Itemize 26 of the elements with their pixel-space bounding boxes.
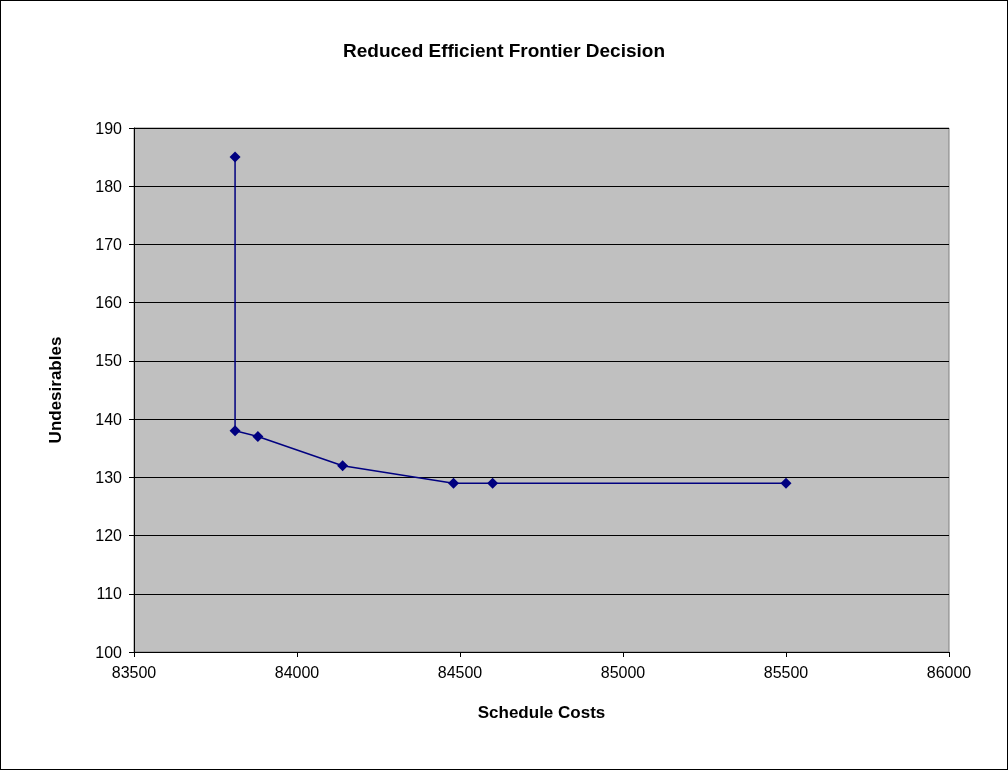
point (780, 477, 792, 489)
y-tick-label: 140 (95, 410, 123, 428)
y-tick-label: 130 (95, 468, 123, 486)
y-tick-label: 150 (95, 352, 123, 370)
point (229, 425, 241, 437)
x-tick-label: 85000 (600, 663, 646, 681)
y-tick-label: 160 (95, 294, 123, 312)
point (337, 460, 349, 472)
y-axis-title: Undesirables (46, 336, 65, 444)
y-tick-label: 190 (95, 119, 123, 137)
point (487, 477, 499, 489)
y-tick-label: 100 (95, 643, 123, 661)
point (447, 477, 459, 489)
x-tick-label: 84000 (274, 663, 320, 681)
y-tick-label: 110 (96, 585, 123, 603)
y-tick-label: 170 (95, 235, 123, 253)
point (229, 151, 241, 163)
point (252, 431, 264, 443)
y-tick-label: 120 (95, 527, 123, 545)
x-tick-label: 84500 (437, 663, 483, 681)
x-tick-label: 83500 (111, 663, 157, 681)
y-tick-label: 180 (95, 177, 123, 195)
chart-title: Reduced Efficient Frontier Decision (343, 40, 665, 61)
x-tick-label: 86000 (926, 663, 972, 681)
x-tick-label: 85500 (763, 663, 809, 681)
x-axis-title: Schedule Costs (477, 703, 606, 722)
